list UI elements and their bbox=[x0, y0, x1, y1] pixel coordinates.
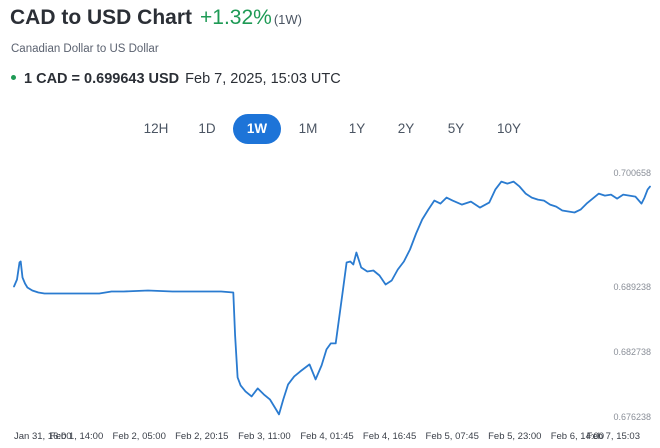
exchange-rate-chart: 0.700658 0.689238 0.682738 0.676238 Jan 31,… bbox=[13, 168, 651, 442]
tab-2y[interactable]: 2Y bbox=[397, 121, 415, 136]
current-rate-row: 1 CAD = 0.699643 USD Feb 7, 2025, 15:03 U… bbox=[11, 71, 341, 91]
chart-plot-area[interactable] bbox=[13, 180, 651, 416]
x-tick-label: Feb 7, 15:03 bbox=[587, 431, 640, 442]
tab-1y[interactable]: 1Y bbox=[348, 121, 366, 136]
page-title: CAD to USD Chart bbox=[10, 6, 192, 29]
series-line[interactable] bbox=[13, 180, 651, 416]
timeframe-tabs: 12H 1D 1W 1M 1Y 2Y 5Y 10Y bbox=[0, 114, 660, 144]
x-tick-label: Feb 6, 14:00 bbox=[551, 431, 604, 442]
tab-1d[interactable]: 1D bbox=[198, 121, 216, 136]
x-tick-label: Feb 5, 07:45 bbox=[426, 431, 479, 442]
tab-12h[interactable]: 12H bbox=[143, 121, 169, 136]
chart-header: CAD to USD Chart +1.32% (1W) bbox=[10, 6, 650, 36]
current-rate: 1 CAD = 0.699643 USD bbox=[24, 71, 180, 87]
y-tick-label: 0.689238 bbox=[613, 282, 651, 292]
y-axis: 0.700658 0.689238 0.682738 0.676238 bbox=[613, 168, 651, 422]
y-tick-label: 0.676238 bbox=[613, 412, 651, 422]
x-tick-label: Feb 4, 16:45 bbox=[363, 431, 416, 442]
tab-1m[interactable]: 1M bbox=[298, 121, 318, 136]
tab-5y[interactable]: 5Y bbox=[447, 121, 465, 136]
x-tick-label: Feb 1, 14:00 bbox=[50, 431, 103, 442]
y-tick-label: 0.682738 bbox=[613, 347, 651, 357]
pair-description: Canadian Dollar to US Dollar bbox=[11, 43, 159, 55]
x-tick-label: Feb 3, 11:00 bbox=[238, 431, 291, 442]
change-percent: +1.32% bbox=[200, 6, 272, 29]
live-indicator-icon bbox=[11, 74, 16, 80]
x-tick-label: Jan 31, 16:00 bbox=[14, 431, 72, 442]
x-tick-label: Feb 4, 01:45 bbox=[300, 431, 353, 442]
x-tick-label: Feb 2, 20:15 bbox=[175, 431, 228, 442]
x-tick-label: Feb 5, 23:00 bbox=[488, 431, 541, 442]
x-tick-label: Feb 2, 05:00 bbox=[113, 431, 166, 442]
change-period: (1W) bbox=[273, 12, 302, 27]
y-tick-label: 0.700658 bbox=[613, 168, 651, 178]
rate-timestamp: Feb 7, 2025, 15:03 UTC bbox=[185, 71, 341, 87]
tab-1w[interactable]: 1W bbox=[233, 114, 281, 144]
tab-10y[interactable]: 10Y bbox=[496, 121, 522, 136]
